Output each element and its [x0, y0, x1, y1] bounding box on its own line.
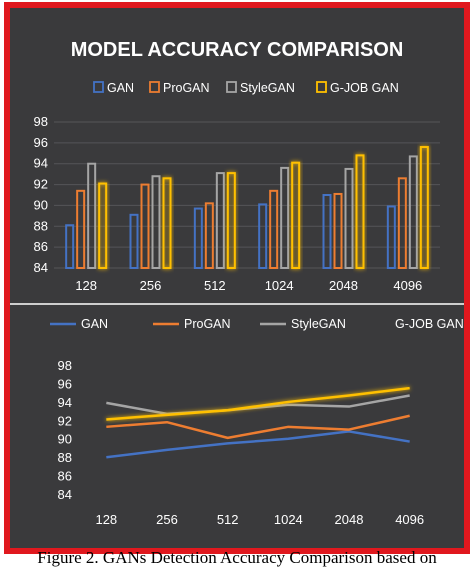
bar-legend-label: StyleGAN: [240, 81, 295, 95]
line-y-tick: 94: [58, 395, 72, 410]
line-x-tick: 1024: [274, 512, 303, 527]
line-y-tick: 98: [58, 358, 72, 373]
bar-legend-swatch: [316, 81, 327, 93]
line-legend-label: G-JOB GAN: [395, 317, 464, 331]
line-x-tick: 4096: [395, 512, 424, 527]
bar-x-tick: 128: [75, 278, 97, 293]
bar-g-job-gan-512: [226, 172, 236, 270]
line-legend-label: GAN: [81, 317, 108, 331]
line-y-tick: 92: [58, 413, 72, 428]
bar-stylegan-1024: [280, 166, 290, 269]
bar-legend-label: ProGAN: [163, 81, 210, 95]
line-series-stylegan: [106, 394, 410, 416]
bar-gan-256: [129, 213, 139, 269]
line-legend-label: StyleGAN: [291, 317, 346, 331]
bar-legend-swatch: [226, 81, 237, 93]
bar-g-job-gan-2048: [355, 154, 365, 269]
bar-y-tick: 92: [34, 177, 48, 192]
bar-progan-256: [140, 183, 150, 269]
line-series-progan: [106, 414, 410, 440]
bar-gan-1024: [258, 203, 268, 269]
bar-progan-512: [204, 202, 214, 269]
line-y-tick: 88: [58, 450, 72, 465]
bar-y-tick: 96: [34, 135, 48, 150]
line-y-tick: 84: [58, 487, 72, 502]
bar-y-tick: 86: [34, 239, 48, 254]
line-y-tick: 86: [58, 469, 72, 484]
bar-g-job-gan-256: [162, 177, 172, 269]
chart-frame: MODEL ACCURACY COMPARISON GAN ProGAN StyleG…: [4, 2, 470, 554]
line-x-tick: 2048: [335, 512, 364, 527]
bar-legend-swatch: [93, 81, 104, 93]
bar-legend-label: G-JOB GAN: [330, 81, 399, 95]
bar-y-tick: 88: [34, 218, 48, 233]
bar-x-tick: 2048: [329, 278, 358, 293]
bar-y-tick: 90: [34, 197, 48, 212]
bar-x-tick: 512: [204, 278, 226, 293]
bar-g-job-gan-4096: [419, 146, 429, 269]
line-y-tick: 96: [58, 376, 72, 391]
line-x-tick: 256: [156, 512, 178, 527]
line-x-tick: 512: [217, 512, 239, 527]
bar-progan-4096: [397, 177, 407, 269]
bar-gan-512: [193, 207, 203, 269]
bar-chart-title: MODEL ACCURACY COMPARISON: [71, 39, 404, 61]
bar-stylegan-4096: [408, 155, 418, 270]
bar-gan-2048: [322, 194, 332, 269]
bar-x-tick: 4096: [393, 278, 422, 293]
bar-progan-128: [76, 189, 86, 269]
bar-stylegan-2048: [344, 167, 354, 269]
bar-g-job-gan-1024: [291, 161, 301, 270]
bar-stylegan-256: [151, 175, 161, 270]
bar-progan-1024: [269, 189, 279, 269]
bar-gan-128: [65, 224, 75, 269]
bar-y-tick: 94: [34, 156, 48, 171]
bar-stylegan-512: [215, 172, 225, 270]
bar-legend-swatch: [149, 81, 160, 93]
figure-caption: Figure 2. GANs Detection Accuracy Compar…: [37, 548, 437, 567]
line-legend-label: ProGAN: [184, 317, 231, 331]
bar-x-tick: 256: [140, 278, 162, 293]
bar-legend-label: GAN: [107, 81, 134, 95]
bar-stylegan-128: [87, 162, 97, 269]
bar-progan-2048: [333, 192, 343, 269]
bar-y-tick: 84: [34, 260, 48, 275]
bar-g-job-gan-128: [98, 182, 108, 269]
line-x-tick: 128: [95, 512, 117, 527]
line-series-gan: [106, 430, 410, 459]
line-y-tick: 90: [58, 432, 72, 447]
bar-x-tick: 1024: [265, 278, 294, 293]
bar-y-tick: 98: [34, 114, 48, 129]
chart-canvas: MODEL ACCURACY COMPARISON GAN ProGAN StyleG…: [10, 39, 464, 527]
line-series-g-job-gan: [106, 386, 410, 421]
bar-gan-4096: [386, 205, 396, 270]
